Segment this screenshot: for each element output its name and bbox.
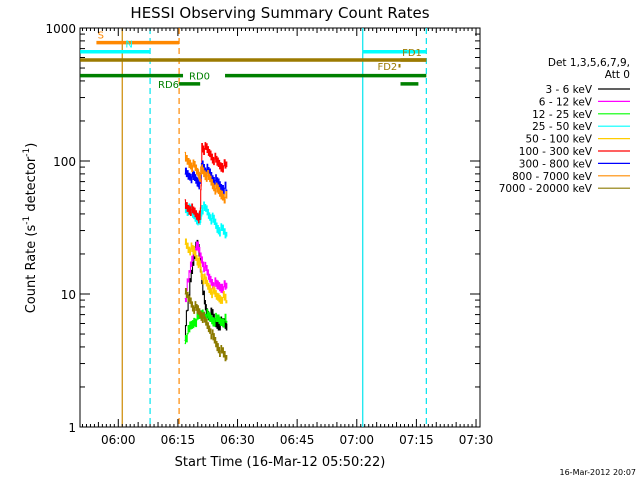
flag-label-rd6: RD6: [158, 80, 179, 91]
x-tick-label-1: 06:15: [161, 433, 196, 447]
y-tick-label-3: 1000: [45, 22, 76, 36]
y-tick-label-1: 10: [61, 288, 76, 302]
series-line-8: [184, 288, 228, 362]
legend-entry-3: 25 - 50 keV: [532, 121, 593, 133]
flag-label-fd2: FD2: [377, 62, 397, 73]
y-axis-label: Count Rate (s-1 detector-1): [22, 143, 39, 314]
count-rate-series: [184, 142, 228, 362]
flag-label-rd0: RD0: [189, 72, 210, 83]
y-tick-label-2: 100: [53, 155, 76, 169]
legend-entry-8: 7000 - 20000 keV: [499, 183, 593, 195]
plot-frame: [79, 27, 481, 428]
x-tick-label-6: 07:30: [459, 433, 494, 447]
legend-entry-6: 300 - 800 keV: [519, 158, 593, 170]
series-line-7: [184, 151, 228, 204]
legend-entry-5: 100 - 300 keV: [519, 146, 593, 158]
legend-entry-1: 6 - 12 keV: [539, 96, 593, 108]
legend-entry-7: 800 - 7000 keV: [512, 171, 593, 183]
flag-label-n: N: [125, 40, 132, 51]
legend-title-line-0: Det 1,3,5,6,7,9,: [548, 57, 630, 69]
legend-entry-4: 50 - 100 keV: [525, 134, 592, 146]
x-axis-label: Start Time (16-Mar-12 05:50:22): [175, 455, 386, 470]
series-line-6: [184, 160, 228, 195]
series-line-1: [184, 241, 228, 303]
legend-title-line-1: Att 0: [605, 69, 630, 81]
legend-entry-0: 3 - 6 keV: [545, 84, 592, 96]
x-tick-label-0: 06:00: [101, 433, 136, 447]
date-stamp: 16-Mar-2012 20:07: [560, 468, 637, 477]
x-tick-label-2: 06:30: [220, 433, 255, 447]
series-line-5: [184, 142, 228, 224]
flag-label-s: S: [98, 31, 104, 42]
x-tick-label-4: 07:00: [339, 433, 374, 447]
observing-vertical-lines: [121, 28, 427, 427]
observing-flag-bars: S N FD1 FD2 RD0 RD6: [80, 31, 427, 91]
chart-title: HESSI Observing Summary Count Rates: [130, 4, 429, 22]
y-tick-label-0: 1: [68, 421, 76, 435]
legend-entry-2: 12 - 25 keV: [532, 109, 593, 121]
axes: 06:00 06:15 06:30 06:45 07:00 07:15 07:30 1 10 10…: [45, 22, 493, 447]
flag-label-fd1: FD1: [402, 48, 422, 59]
x-tick-label-3: 06:45: [280, 433, 315, 447]
series-line-4: [184, 238, 228, 304]
x-tick-label-5: 07:15: [399, 433, 434, 447]
